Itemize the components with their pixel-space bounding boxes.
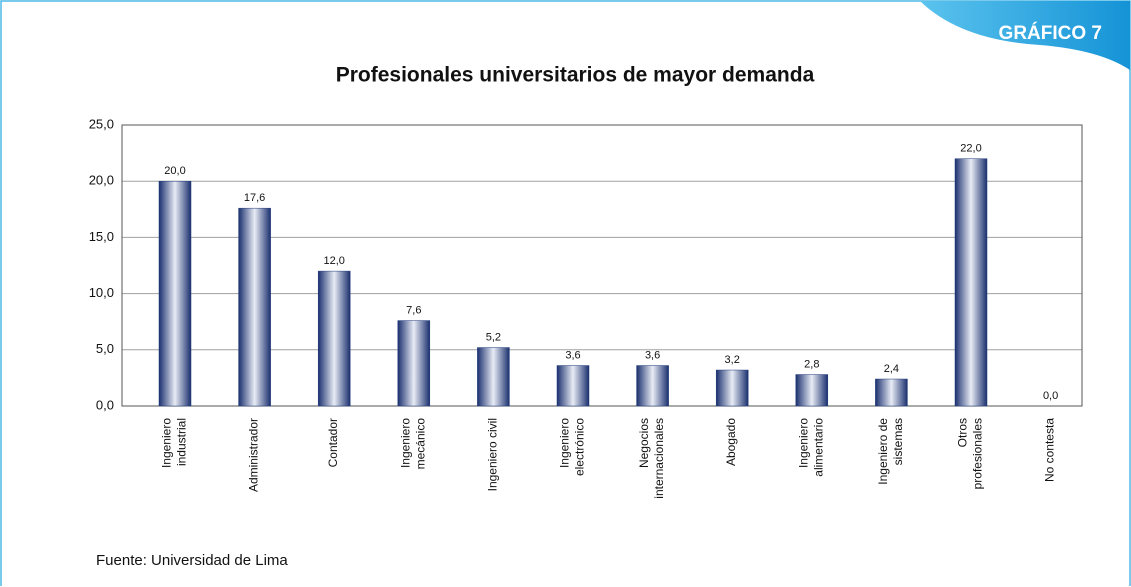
value-label: 2,8 — [804, 358, 819, 370]
y-tick-label: 10,0 — [89, 285, 114, 300]
x-tick-label: Administrador — [247, 418, 261, 492]
x-tick-label: Ingenieroelectrónico — [558, 418, 587, 476]
x-tick-label: Abogado — [724, 418, 738, 466]
bar — [556, 365, 590, 407]
y-tick-label: 0,0 — [96, 397, 114, 412]
chart-title: Profesionales universitarios de mayor de… — [336, 64, 815, 87]
value-label: 17,6 — [244, 192, 265, 204]
value-label: 5,2 — [486, 331, 501, 343]
bar — [715, 369, 749, 407]
bar — [875, 378, 908, 407]
x-tick-label: Contador — [326, 418, 340, 467]
x-tick-label: Ingeniero civil — [486, 418, 500, 491]
bar — [477, 347, 510, 407]
value-label: 12,0 — [323, 255, 344, 267]
bar — [954, 158, 988, 407]
plot-border — [121, 124, 1083, 407]
badge-tab — [920, 1, 1130, 70]
bar — [238, 207, 271, 407]
x-tick-label: No contesta — [1043, 418, 1057, 482]
x-tick-label: Ingenieroindustrial — [160, 418, 189, 468]
badge: GRÁFICO 7 — [999, 22, 1102, 44]
value-label: 3,6 — [565, 349, 580, 361]
x-tick-label: Ingenieromecánico — [398, 418, 427, 470]
x-tick-label: Ingenieroalimentario — [796, 418, 825, 477]
bar — [158, 180, 192, 407]
y-tick-label: 5,0 — [96, 341, 114, 356]
bar — [397, 320, 431, 407]
y-tick-label: 15,0 — [89, 229, 114, 244]
bar — [795, 374, 829, 407]
x-tick-label: Ingeniero desistemas — [876, 418, 905, 485]
value-label: 7,6 — [406, 304, 421, 316]
bar — [636, 365, 669, 407]
value-label: 3,6 — [645, 349, 660, 361]
x-tick-label: Otrosprofesionales — [956, 418, 985, 489]
value-label: 3,2 — [725, 354, 740, 366]
source: Fuente: Universidad de Lima — [96, 552, 288, 569]
x-tick-label: Negociosinternacionales — [637, 418, 666, 499]
value-label: 20,0 — [164, 165, 185, 177]
y-tick-label: 20,0 — [89, 173, 114, 188]
bar — [317, 270, 351, 407]
value-label: 2,4 — [884, 363, 899, 375]
y-tick-label: 25,0 — [89, 116, 114, 131]
plot: 0,0 5,0 10,0 15,0 20,0 25,0 20,0 Ingenieroindus… — [89, 116, 1083, 499]
value-label: 0,0 — [1043, 390, 1058, 402]
value-label: 22,0 — [960, 143, 981, 155]
